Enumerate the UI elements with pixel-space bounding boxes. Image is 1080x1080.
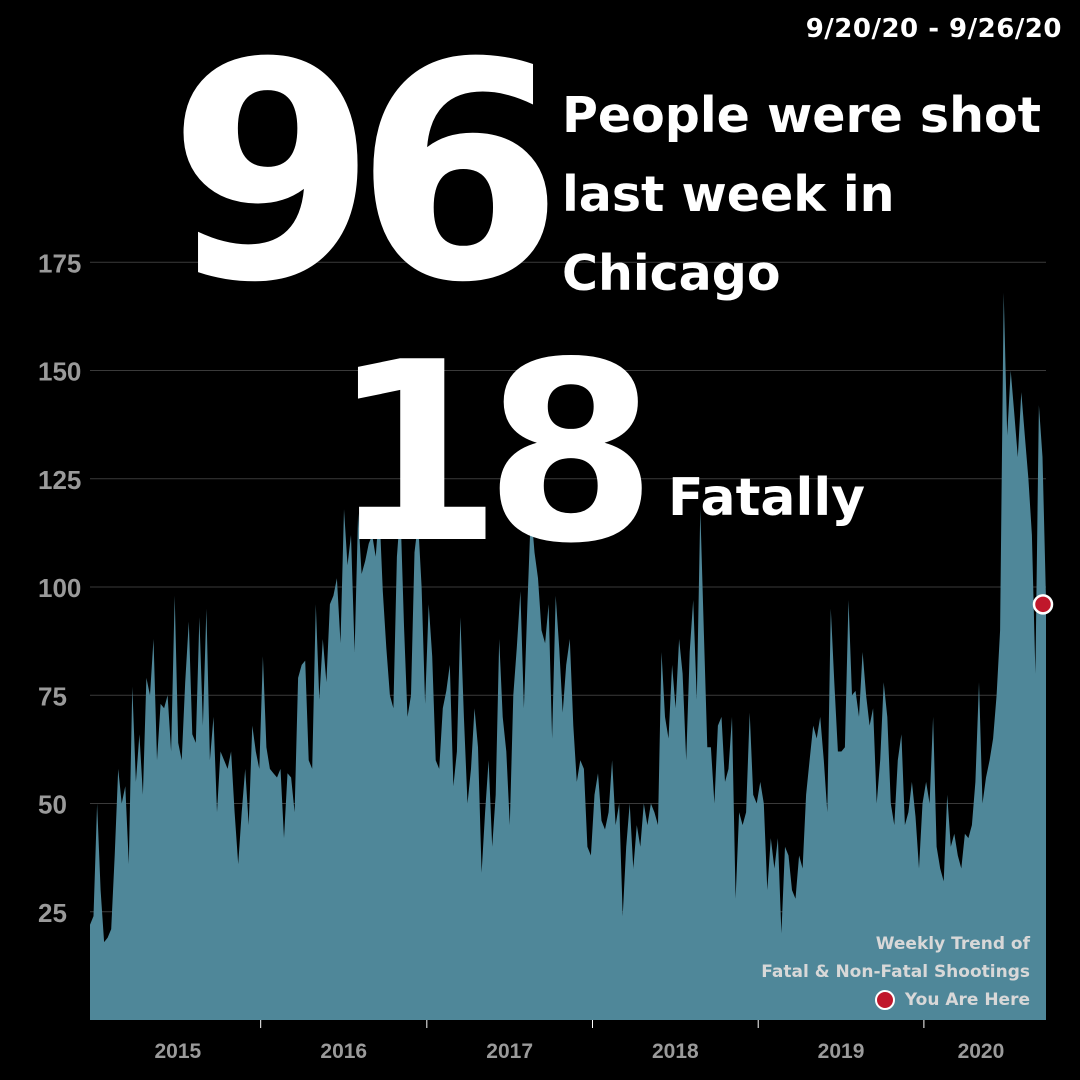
area-series <box>90 292 1046 1021</box>
y-tick-label: 50 <box>38 790 67 820</box>
shot-count: 96 <box>168 0 564 348</box>
fatal-label: Fatally <box>668 468 866 528</box>
date-range: 9/20/20 - 9/26/20 <box>805 14 1062 44</box>
legend-title-line1: Weekly Trend of <box>875 934 1030 954</box>
x-tick-label: 2017 <box>486 1040 533 1063</box>
headline-text: People were shot last week in Chicago <box>562 87 1042 302</box>
x-tick-label: 2018 <box>652 1040 699 1063</box>
legend-title-line2: Fatal & Non-Fatal Shootings <box>761 962 1030 982</box>
marker-dot-icon <box>874 990 895 1010</box>
area-fill <box>90 292 1046 1021</box>
x-tick-label: 2019 <box>818 1040 865 1063</box>
legend-marker-label: You Are Here <box>904 990 1030 1010</box>
y-axis-ticks: 25 50 75 100 125 150 175 <box>38 248 81 928</box>
y-tick-label: 150 <box>38 357 81 387</box>
x-tick-label: 2015 <box>154 1040 201 1063</box>
y-tick-label: 125 <box>38 465 81 495</box>
y-tick-label: 175 <box>38 248 81 278</box>
x-axis-ticks: 2015 2016 2017 2018 2019 2020 <box>154 1020 1004 1063</box>
y-tick-label: 75 <box>38 681 67 711</box>
you-are-here-marker <box>1032 594 1054 615</box>
legend-marker-row: You Are Here <box>761 986 1030 1014</box>
y-tick-label: 25 <box>38 898 67 928</box>
x-tick-label: 2020 <box>958 1040 1005 1063</box>
you-are-here-dot <box>1032 594 1054 615</box>
chart-legend: Weekly Trend of Fatal & Non-Fatal Shooti… <box>761 930 1030 1014</box>
fatal-count: 18 <box>330 310 657 598</box>
x-tick-label: 2016 <box>320 1040 367 1063</box>
y-tick-label: 100 <box>38 573 81 603</box>
